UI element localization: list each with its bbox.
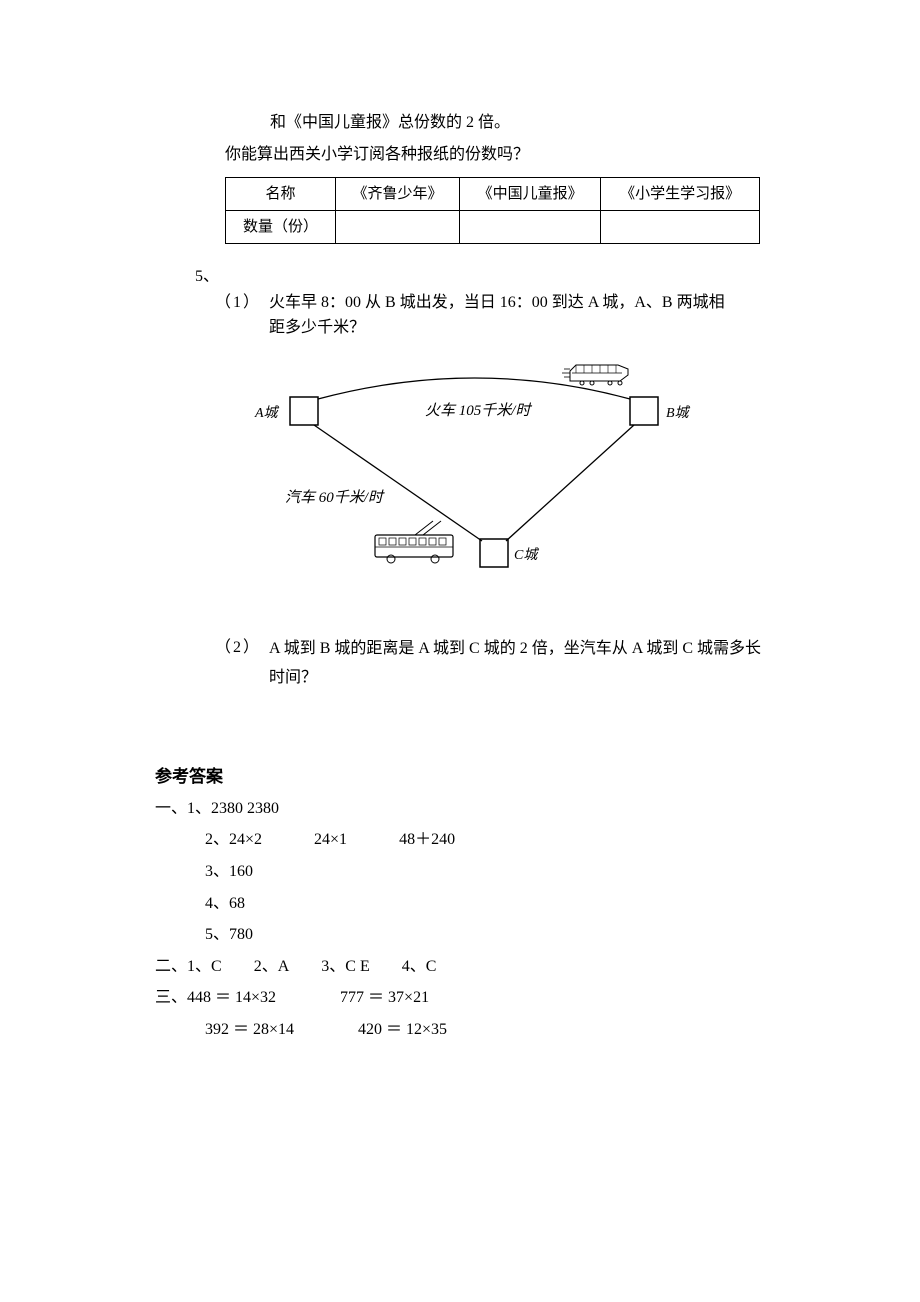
- newspaper-table-wrap: 名称 《齐鲁少年》 《中国儿童报》 《小学生学习报》 数量（份）: [225, 177, 765, 244]
- svg-text:A城: A城: [254, 405, 280, 421]
- ans-s1-item1: 1、2380 2380: [187, 800, 279, 817]
- q5-label: 5、: [195, 264, 765, 290]
- ans-section1-item3: 3、160: [205, 859, 765, 885]
- q5-part1: （1） 火车早 8：00 从 B 城出发，当日 16：00 到达 A 城，A、B…: [215, 290, 765, 341]
- svg-text:B城: B城: [666, 405, 691, 421]
- ans-section2: 二、1、C 2、A 3、C E 4、C: [155, 954, 765, 980]
- ans-s2-3: 3、C E: [321, 954, 369, 980]
- ans-s3-r1b: 777 ＝ 37×21: [340, 985, 429, 1011]
- answers-title: 参考答案: [155, 763, 765, 790]
- ans-s1-i2-c: 48＋240: [399, 827, 455, 853]
- q5-part1-line2: 距多少千米？: [269, 315, 699, 341]
- ans-s2-4: 4、C: [402, 954, 437, 980]
- table-row: 数量（份）: [226, 211, 760, 244]
- q5-part2-num: （2）: [215, 635, 261, 693]
- table-row: 名称 《齐鲁少年》 《中国儿童报》 《小学生学习报》: [226, 178, 760, 211]
- q5-part1-line1: 火车早 8：00 从 B 城出发，当日 16：00 到达 A 城，A、B 两城相: [269, 290, 765, 316]
- ans-s2-1: 1、C: [187, 954, 222, 980]
- ans-section1-item2: 2、24×2 24×1 48＋240: [205, 827, 765, 853]
- table-header-1: 《齐鲁少年》: [336, 178, 460, 211]
- ans-section1-item5: 5、780: [205, 922, 765, 948]
- ans-s2-label: 二、: [155, 954, 187, 980]
- ans-section3-row2: 392 ＝ 28×14 420 ＝ 12×35: [205, 1017, 765, 1043]
- intro-line-2: 你能算出西关小学订阅各种报纸的份数吗？: [225, 142, 765, 168]
- svg-text:C城: C城: [514, 547, 539, 563]
- q5-part1-body: 火车早 8：00 从 B 城出发，当日 16：00 到达 A 城，A、B 两城相…: [269, 290, 765, 341]
- ans-section3-row1: 三、448 ＝ 14×32 777 ＝ 37×21: [155, 985, 765, 1011]
- ans-s2-2: 2、A: [254, 954, 290, 980]
- ans-s1-label: 一、: [155, 800, 187, 817]
- table-header-3: 《小学生学习报》: [601, 178, 760, 211]
- train-car-diagram: A城 B城 C城 火车 105千米/时汽车 60千米/时: [225, 347, 695, 575]
- ans-section1-item4: 4、68: [205, 891, 765, 917]
- ans-s3-r1a: 448 ＝ 14×32: [187, 985, 276, 1011]
- ans-s3-label: 三、: [155, 985, 187, 1011]
- svg-text:汽车 60千米/时: 汽车 60千米/时: [285, 489, 385, 506]
- ans-s3-r2a: 392 ＝ 28×14: [205, 1017, 294, 1043]
- table-header-2: 《中国儿童报》: [459, 178, 600, 211]
- svg-text:火车 105千米/时: 火车 105千米/时: [425, 402, 532, 419]
- ans-s1-i2-b: 24×1: [314, 827, 347, 853]
- table-header-name: 名称: [226, 178, 336, 211]
- q5-part1-num: （1）: [215, 290, 261, 341]
- table-cell-empty: [336, 211, 460, 244]
- table-cell-empty: [601, 211, 760, 244]
- q5-part2-text: A 城到 B 城的距离是 A 城到 C 城的 2 倍，坐汽车从 A 城到 C 城…: [269, 635, 765, 693]
- ans-s3-r2b: 420 ＝ 12×35: [358, 1017, 447, 1043]
- q5-part2: （2） A 城到 B 城的距离是 A 城到 C 城的 2 倍，坐汽车从 A 城到…: [215, 635, 765, 693]
- table-cell-empty: [459, 211, 600, 244]
- ans-section1-line1: 一、1、2380 2380: [155, 796, 765, 822]
- newspaper-table: 名称 《齐鲁少年》 《中国儿童报》 《小学生学习报》 数量（份）: [225, 177, 760, 244]
- table-row2-label: 数量（份）: [226, 211, 336, 244]
- ans-s1-i2-a: 2、24×2: [205, 827, 262, 853]
- intro-line-1: 和《中国儿童报》总份数的 2 倍。: [270, 110, 765, 136]
